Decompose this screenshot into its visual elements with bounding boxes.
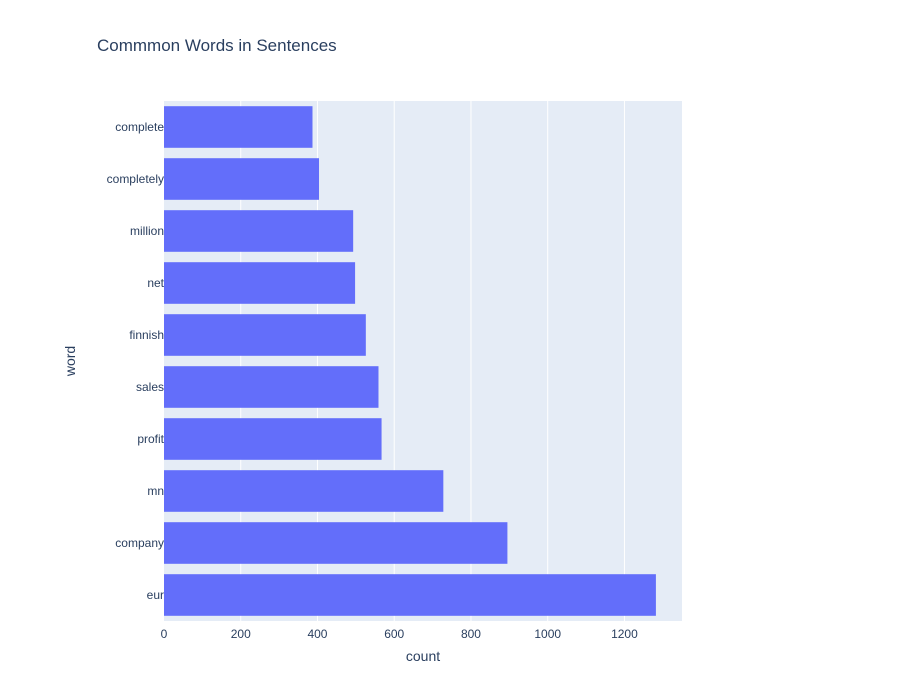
bar-sales[interactable] (164, 366, 379, 408)
chart-title: Commmon Words in Sentences (97, 36, 337, 55)
y-tick-label: profit (137, 432, 164, 446)
y-tick-labels: complete completely million net finnish sales… (107, 120, 165, 602)
y-tick-label: eur (147, 588, 164, 602)
y-tick-label: million (130, 224, 164, 238)
bar-million[interactable] (164, 210, 354, 252)
y-tick-label: mn (147, 484, 164, 498)
bars (164, 106, 656, 616)
x-tick-label: 200 (231, 627, 251, 641)
x-axis-title: count (406, 648, 440, 664)
x-tick-label: 1000 (534, 627, 561, 641)
y-tick-label: finnish (129, 328, 164, 342)
y-tick-label: completely (107, 172, 164, 186)
y-tick-label: company (115, 536, 164, 550)
bar-mn[interactable] (164, 470, 444, 512)
bar-profit[interactable] (164, 418, 382, 460)
bar-completely[interactable] (164, 158, 320, 200)
x-tick-label: 600 (384, 627, 404, 641)
y-tick-label: complete (115, 120, 164, 134)
bar-complete[interactable] (164, 106, 313, 148)
x-tick-label: 0 (161, 627, 168, 641)
x-tick-label: 400 (307, 627, 327, 641)
y-tick-label: net (147, 276, 164, 290)
y-tick-label: sales (136, 380, 164, 394)
bar-company[interactable] (164, 522, 508, 564)
x-tick-label: 1200 (611, 627, 638, 641)
bar-eur[interactable] (164, 574, 656, 616)
y-axis-title: word (62, 346, 78, 377)
bar-finnish[interactable] (164, 314, 366, 356)
x-tick-labels: 0 200 400 600 800 1000 1200 (161, 627, 638, 641)
bar-net[interactable] (164, 262, 356, 304)
x-tick-label: 800 (461, 627, 481, 641)
